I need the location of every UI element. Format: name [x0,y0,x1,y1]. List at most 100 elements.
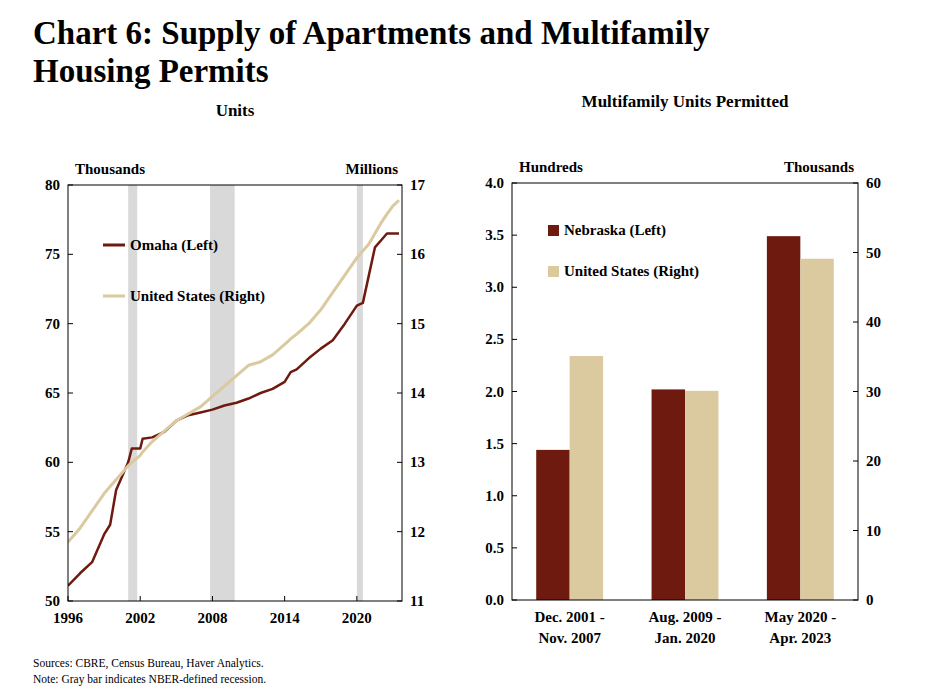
title-line: Chart 6: Supply of Apartments and Multif… [33,15,710,51]
y2-tick [397,185,402,186]
y-tick [68,323,73,324]
y2-tick [853,183,858,184]
y-tick-label: 50 [45,593,60,609]
y2-tick-label: 60 [866,175,881,191]
y2-tick-label: 11 [410,593,424,609]
y-tick-label: 80 [45,177,60,193]
x-tick [212,596,213,601]
legend-label: Nebraska (Left) [564,222,666,239]
y-tick-label: 1.5 [485,436,504,452]
panel-title: Units [216,101,255,120]
bar [536,450,569,600]
y2-tick-label: 0 [866,592,874,608]
y2-axis-label: Millions [345,161,398,177]
bar [652,389,685,600]
y2-tick [397,393,402,394]
y2-tick [853,600,858,601]
y2-tick-label: 50 [866,245,881,261]
panel: UnitsThousandsMillions199620022008201420… [45,101,426,626]
y2-tick-label: 14 [410,385,426,401]
y2-tick [397,531,402,532]
y-tick [512,443,517,444]
category-line: Aug. 2009 - [649,609,722,625]
y-tick-label: 60 [45,454,60,470]
x-tick [356,596,357,601]
x-tick [284,596,285,601]
title-line: Housing Permits [33,53,269,89]
x-tick-label: 2020 [342,610,372,626]
category-label: May 2020 - Apr. 2023 [765,609,837,646]
panel: Multifamily Units PermittedHundredsThous… [485,92,881,646]
y-tick-label: 3.5 [485,227,504,243]
y-tick-label: 1.0 [485,488,504,504]
y-tick [512,547,517,548]
y-tick [512,287,517,288]
x-tick-label: 2008 [197,610,227,626]
bar [685,391,718,600]
legend-label: Omaha (Left) [130,237,218,254]
y-tick [68,254,73,255]
y-tick [68,185,73,186]
y-tick-label: 2.0 [485,384,504,400]
y-axis-label: Thousands [75,161,145,177]
series-line [68,234,399,586]
y-tick-label: 0.5 [485,540,504,556]
legend: Omaha (Left)United States (Right) [103,237,265,305]
legend-swatch [548,266,559,277]
y2-tick [853,252,858,253]
y-tick [512,235,517,236]
y-tick [512,339,517,340]
legend-label: United States (Right) [564,263,699,280]
y2-tick [397,323,402,324]
plot-area [68,185,399,601]
y2-tick-label: 16 [410,246,426,262]
y-tick-label: 2.5 [485,331,504,347]
plot-frame [512,183,858,600]
category-label: Aug. 2009 - Jan. 2020 [649,609,722,646]
y-tick-label: 4.0 [485,175,504,191]
y2-tick [853,322,858,323]
sources: Sources: CBRE, Census Bureau, Haver Anal… [33,657,264,670]
y2-tick [853,530,858,531]
y2-tick [397,462,402,463]
x-tick-label: 1996 [53,610,84,626]
y-tick [68,601,73,602]
category-line: Nov. 2007 [538,630,601,646]
bar [767,236,800,600]
bar [800,259,833,600]
y-tick-label: 3.0 [485,279,504,295]
y-axis-label: Hundreds [519,159,583,175]
category-line: May 2020 - [765,609,837,625]
y-tick [68,393,73,394]
series-line [68,200,399,542]
y2-tick [397,254,402,255]
y-tick-label: 0.0 [485,592,504,608]
y2-tick [397,601,402,602]
figure-title: Chart 6: Supply of Apartments and Multif… [33,15,710,89]
y2-tick-label: 17 [410,177,426,193]
y-tick-label: 75 [45,246,60,262]
figure: Chart 6: Supply of Apartments and Multif… [0,0,925,693]
y2-tick-label: 20 [866,453,881,469]
plot-area [536,236,834,600]
note: Note: Gray bar indicates NBER-defined re… [33,673,266,686]
y-tick-label: 70 [45,316,60,332]
legend-swatch [548,225,559,236]
y-tick [68,531,73,532]
y2-tick [853,391,858,392]
y-tick-label: 55 [45,524,60,540]
recession-band [357,185,363,601]
y2-tick-label: 15 [410,316,425,332]
x-tick [140,596,141,601]
y-tick-label: 65 [45,385,60,401]
x-tick-label: 2014 [270,610,301,626]
bar [570,356,603,600]
category-line: Apr. 2023 [769,630,831,646]
y-tick [512,495,517,496]
legend: Nebraska (Left) United States (Right) [548,222,699,280]
y2-axis-label: Thousands [784,159,854,175]
y-tick [68,462,73,463]
y-tick [512,183,517,184]
y2-tick-label: 40 [866,314,881,330]
category-line: Jan. 2020 [655,630,716,646]
